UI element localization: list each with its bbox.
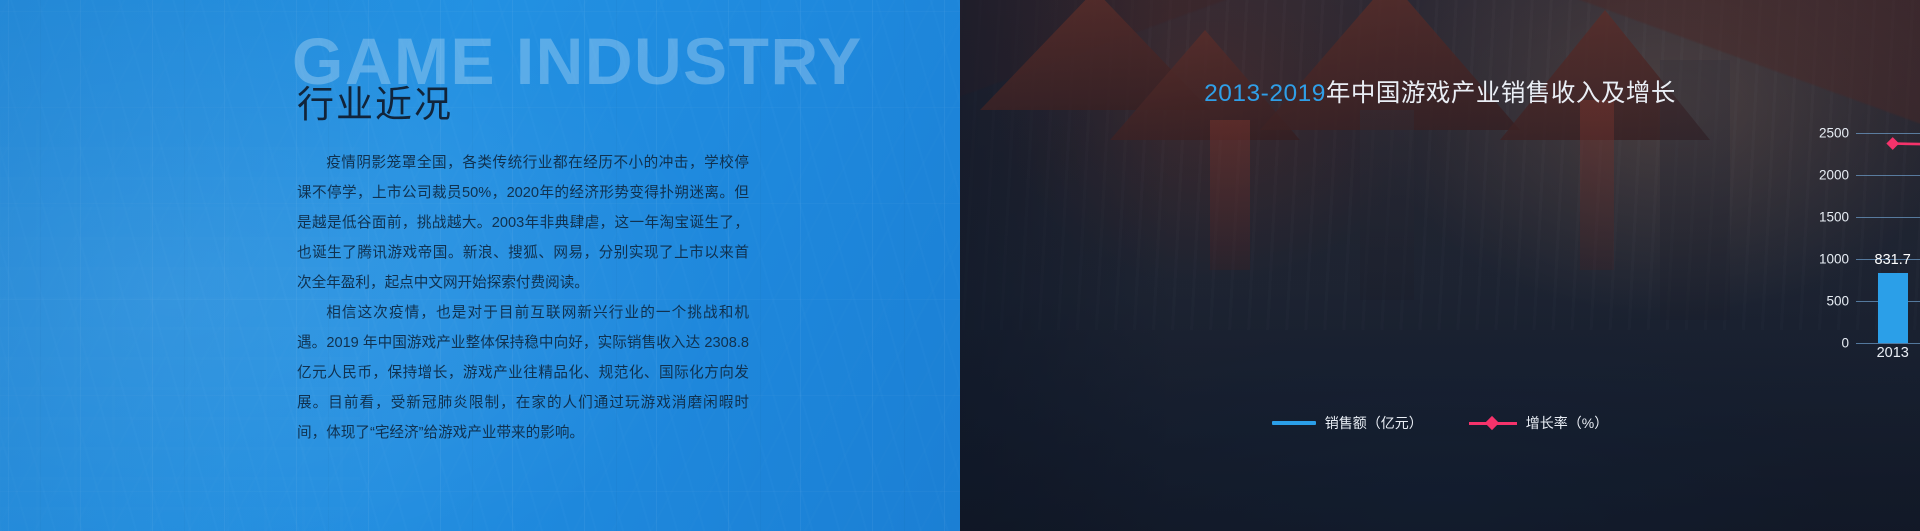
body-copy: 疫情阴影笼罩全国，各类传统行业都在经历不小的冲击，学校停课不停学，上市公司裁员5… (297, 148, 749, 448)
legend-label-sales: 销售额（亿元） (1324, 415, 1423, 431)
legend-label-growth: 增长率（%） (1525, 415, 1609, 431)
bar-swatch-icon (1271, 421, 1316, 425)
right-chart-panel: 2013-2019年中国游戏产业销售收入及增长 2500 2000 1500 1… (960, 0, 1920, 531)
page-title: 行业近况 (297, 84, 453, 125)
legend-item-sales[interactable]: 销售额（亿元） (1271, 413, 1423, 433)
line-swatch-icon (1468, 415, 1517, 431)
chart-title-subject: 年中国游戏产业销售收入及增长 (1325, 80, 1676, 107)
x-axis-tick: 2013 (1876, 345, 1909, 361)
watermark-title: GAME INDUSTRY (292, 24, 863, 98)
axis-baseline (1856, 343, 1920, 344)
y-axis-tick: 2500 (1818, 125, 1849, 141)
sales-growth-chart: 2500 2000 1500 1000 500 0 40.0% 35.0% 30… (1796, 126, 1920, 361)
paragraph-2: 相信这次疫情，也是对于目前互联网新兴行业的一个挑战和机遇。2019 年中国游戏产… (297, 305, 749, 441)
y-axis-tick: 1000 (1818, 251, 1849, 267)
y-axis-tick: 0 (1841, 335, 1849, 351)
growth-rate-markers (1886, 137, 1900, 150)
left-content-panel: GAME INDUSTRY 行业近况 疫情阴影笼罩全国，各类传统行业都在经历不小… (0, 0, 960, 531)
chart-legend: 销售额（亿元） 增长率（%） (960, 413, 1920, 433)
paragraph-1: 疫情阴影笼罩全国，各类传统行业都在经历不小的冲击，学校停课不停学，上市公司裁员5… (297, 155, 749, 291)
chart-title-years: 2013-2019 (1204, 80, 1326, 107)
background-texture (0, 0, 960, 531)
y-axis-tick: 1500 (1818, 209, 1849, 225)
y-axis-tick: 500 (1826, 293, 1849, 309)
x-axis-labels: 2013201420152016201720182019 (1856, 345, 1920, 361)
y-axis-tick: 2000 (1818, 167, 1849, 183)
legend-item-growth[interactable]: 增长率（%） (1468, 413, 1609, 433)
chart-plot-area: 2500 2000 1500 1000 500 0 40.0% 35.0% 30… (1819, 126, 1920, 351)
chart-title: 2013-2019年中国游戏产业销售收入及增长 (960, 74, 1920, 109)
